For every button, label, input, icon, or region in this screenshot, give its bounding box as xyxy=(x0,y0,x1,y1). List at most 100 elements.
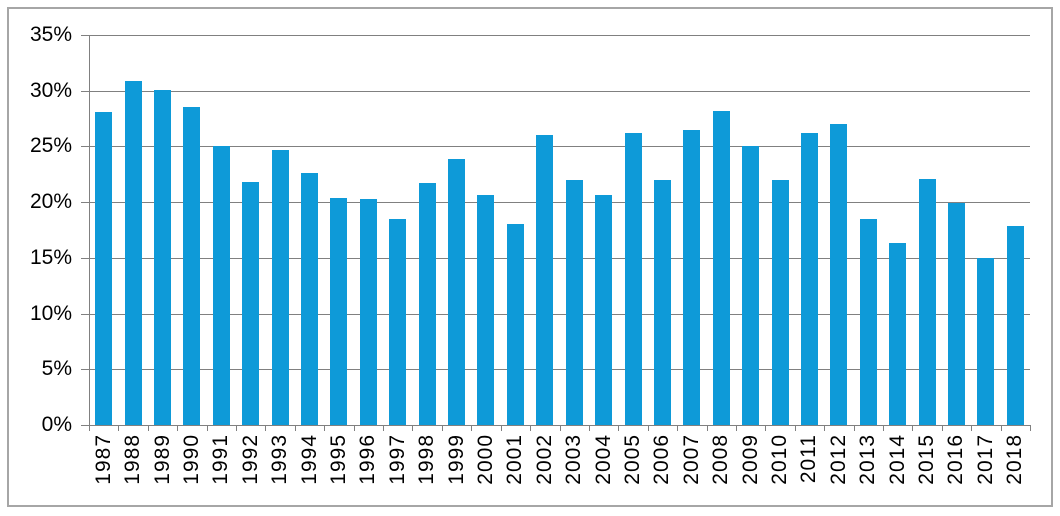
x-tick-2 xyxy=(148,425,149,431)
gridline-10 xyxy=(89,314,1030,315)
x-tick-29 xyxy=(942,425,943,431)
x-axis-line xyxy=(89,425,1030,426)
y-tick-0 xyxy=(81,425,89,426)
x-tick-4 xyxy=(207,425,208,431)
y-tick-35 xyxy=(81,35,89,36)
x-tick-24 xyxy=(795,425,796,431)
bar-2009 xyxy=(742,146,759,425)
bar-1988 xyxy=(125,81,142,425)
bar-1987 xyxy=(95,112,112,425)
x-axis-label-2009: 2009 xyxy=(739,434,762,485)
x-axis-label-2013: 2013 xyxy=(856,434,879,485)
y-tick-25 xyxy=(81,146,89,147)
x-axis-label-1991: 1991 xyxy=(209,434,232,485)
gridline-25 xyxy=(89,146,1030,147)
x-tick-22 xyxy=(736,425,737,431)
bar-1995 xyxy=(330,198,347,425)
x-tick-15 xyxy=(530,425,531,431)
x-axis-label-2004: 2004 xyxy=(592,434,615,485)
x-tick-8 xyxy=(324,425,325,431)
y-axis-label-15: 15% xyxy=(29,246,72,269)
bar-1993 xyxy=(272,150,289,425)
x-axis-label-2014: 2014 xyxy=(886,434,909,485)
bar-2010 xyxy=(772,180,789,425)
x-tick-17 xyxy=(589,425,590,431)
y-axis-label-20: 20% xyxy=(29,190,72,213)
x-tick-19 xyxy=(648,425,649,431)
x-tick-21 xyxy=(707,425,708,431)
bar-1991 xyxy=(213,146,230,425)
x-tick-14 xyxy=(501,425,502,431)
bar-2015 xyxy=(919,179,936,425)
bar-2001 xyxy=(507,224,524,425)
y-axis-label-10: 10% xyxy=(29,302,72,325)
x-tick-16 xyxy=(560,425,561,431)
x-axis-label-2001: 2001 xyxy=(503,434,526,485)
y-axis-label-5: 5% xyxy=(41,357,72,380)
gridline-30 xyxy=(89,91,1030,92)
x-tick-6 xyxy=(265,425,266,431)
y-tick-30 xyxy=(81,91,89,92)
x-tick-31 xyxy=(1001,425,1002,431)
x-tick-32 xyxy=(1030,425,1031,431)
x-tick-5 xyxy=(236,425,237,431)
x-axis-label-2011: 2011 xyxy=(797,434,820,484)
x-axis-label-1990: 1990 xyxy=(180,434,203,485)
x-axis-label-1994: 1994 xyxy=(298,434,321,485)
x-axis-label-1992: 1992 xyxy=(239,434,262,485)
y-axis-label-35: 35% xyxy=(29,23,72,46)
x-axis-label-1989: 1989 xyxy=(151,434,174,485)
y-tick-10 xyxy=(81,314,89,315)
x-axis-label-1997: 1997 xyxy=(386,434,409,485)
x-axis-label-2012: 2012 xyxy=(827,434,850,485)
x-axis-label-1998: 1998 xyxy=(415,434,438,485)
x-axis-label-2016: 2016 xyxy=(944,434,967,485)
x-tick-30 xyxy=(971,425,972,431)
bar-1990 xyxy=(183,107,200,425)
x-tick-18 xyxy=(618,425,619,431)
x-tick-13 xyxy=(471,425,472,431)
bar-2003 xyxy=(566,180,583,425)
x-axis-label-2008: 2008 xyxy=(709,434,732,485)
x-axis-label-2015: 2015 xyxy=(915,434,938,485)
gridline-15 xyxy=(89,258,1030,259)
x-tick-25 xyxy=(824,425,825,431)
y-tick-5 xyxy=(81,369,89,370)
x-axis-label-2003: 2003 xyxy=(562,434,585,485)
chart-border-frame xyxy=(7,7,1053,507)
y-axis-label-30: 30% xyxy=(29,79,72,102)
x-tick-9 xyxy=(354,425,355,431)
bar-1996 xyxy=(360,199,377,425)
bar-2008 xyxy=(713,111,730,425)
x-axis-label-1996: 1996 xyxy=(356,434,379,485)
x-tick-28 xyxy=(912,425,913,431)
bar-2011 xyxy=(801,133,818,425)
x-tick-12 xyxy=(442,425,443,431)
x-axis-label-1987: 1987 xyxy=(92,434,115,485)
x-axis-label-1993: 1993 xyxy=(268,434,291,485)
x-axis-label-2010: 2010 xyxy=(768,434,791,485)
y-axis-label-0: 0% xyxy=(41,413,72,436)
x-axis-label-1988: 1988 xyxy=(121,434,144,485)
x-axis-label-2000: 2000 xyxy=(474,434,497,485)
x-tick-27 xyxy=(883,425,884,431)
y-axis-label-25: 25% xyxy=(29,134,72,157)
x-axis-label-2017: 2017 xyxy=(974,434,997,485)
bar-1989 xyxy=(154,90,171,425)
bar-1994 xyxy=(301,173,318,425)
bar-2018 xyxy=(1007,226,1024,425)
x-tick-3 xyxy=(177,425,178,431)
y-axis-line xyxy=(89,35,90,431)
y-tick-20 xyxy=(81,202,89,203)
bar-2016 xyxy=(948,203,965,425)
bar-2004 xyxy=(595,195,612,425)
x-tick-1 xyxy=(118,425,119,431)
y-tick-15 xyxy=(81,258,89,259)
x-axis-label-1995: 1995 xyxy=(327,434,350,485)
bar-1992 xyxy=(242,182,259,425)
gridline-35 xyxy=(89,35,1030,36)
x-tick-7 xyxy=(295,425,296,431)
bar-2006 xyxy=(654,180,671,425)
bar-2002 xyxy=(536,135,553,425)
